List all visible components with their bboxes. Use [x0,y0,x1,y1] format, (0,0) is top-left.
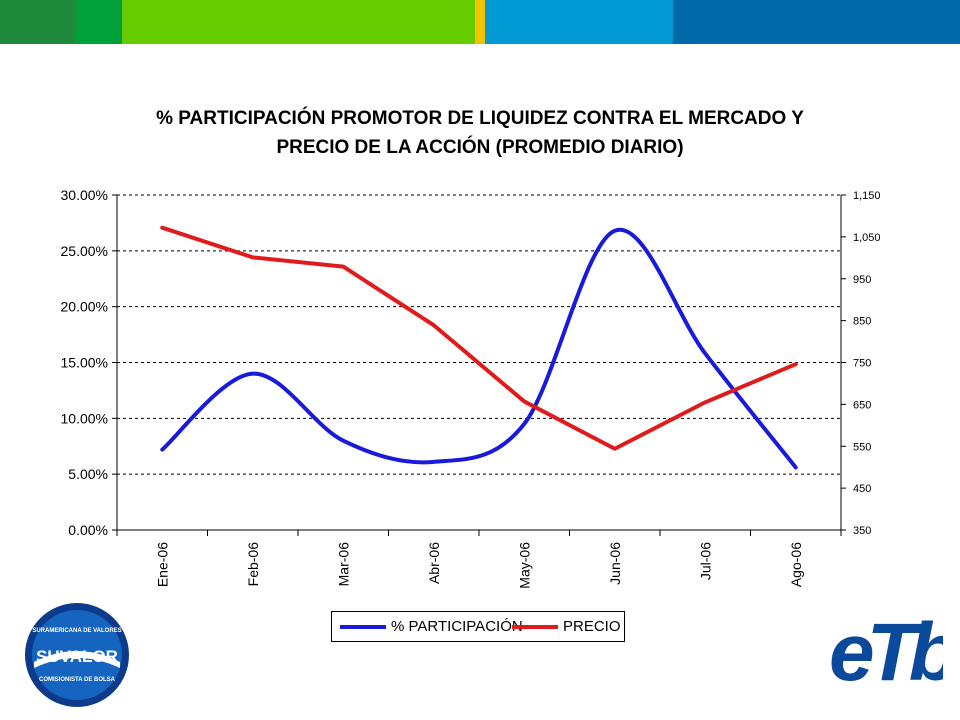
legend-swatch-precio [512,625,558,630]
y-left-tick-label: 25.00% [61,243,108,259]
x-tick-label: Ago-06 [788,542,804,587]
suvalor-logo: SURAMERICANA DE VALORES SUVALOR COMISION… [25,603,129,707]
y-right-tick-label: 850 [853,316,871,328]
header-bar-segment [122,0,475,44]
legend-swatch-participacion [340,625,386,630]
x-tick-label: May-06 [516,542,532,589]
x-tick-label: Jun-06 [607,542,623,585]
suvalor-logo-swoosh [34,651,120,668]
header-color-bar [0,0,960,44]
x-tick-label: Mar-06 [335,542,351,587]
header-bar-segment [0,0,75,44]
y-left-tick-label: 5.00% [68,466,108,482]
header-bar-segment [673,0,960,44]
y-left-tick-label: 30.00% [61,187,108,203]
y-right-tick-label: 1,150 [853,190,881,202]
x-tick-label: Ene-06 [154,542,170,587]
suvalor-logo-name: SUVALOR [36,647,118,666]
y-left-tick-label: 10.00% [61,410,108,426]
legend-item-participacion: % PARTICIPACIÓN [340,618,523,636]
legend-label-participacion: % PARTICIPACIÓN [391,618,523,635]
etb-logo-text: eTb [829,608,943,694]
chart-legend: % PARTICIPACIÓN PRECIO [331,611,625,642]
y-right-tick-label: 1,050 [853,232,881,244]
series-line-participacion [160,227,798,470]
y-left-tick-label: 20.00% [61,299,108,315]
x-tick-label: Feb-06 [245,542,261,587]
series-line-precio [160,225,798,451]
y-right-tick-label: 650 [853,399,871,411]
chart-title-line-2: PRECIO DE LA ACCIÓN (PROMEDIO DIARIO) [276,137,684,158]
x-tick-label: Abr-06 [426,542,442,584]
y-left-tick-label: 15.00% [61,355,108,371]
legend-label-precio: PRECIO [563,618,621,635]
y-right-tick-label: 550 [853,441,871,453]
header-bar-segment [75,0,122,44]
y-left-tick-label: 0.00% [68,522,108,538]
suvalor-logo-top-text: SURAMERICANA DE VALORES [32,628,121,634]
y-right-tick-label: 350 [853,525,871,537]
y-right-tick-label: 750 [853,358,871,370]
etb-logo: eTb [829,608,943,694]
x-tick-label: Jul-06 [697,542,713,580]
header-bar-segment [475,0,485,44]
legend-item-precio: PRECIO [512,618,621,636]
header-bar-segment [485,0,673,44]
suvalor-logo-bottom-text: COMISIONISTA DE BOLSA [39,677,116,683]
y-right-tick-label: 950 [853,274,871,286]
chart-title-line-1: % PARTICIPACIÓN PROMOTOR DE LIQUIDEZ CON… [156,108,804,129]
y-right-tick-label: 450 [853,483,871,495]
chart-title: % PARTICIPACIÓN PROMOTOR DE LIQUIDEZ CON… [120,104,840,162]
